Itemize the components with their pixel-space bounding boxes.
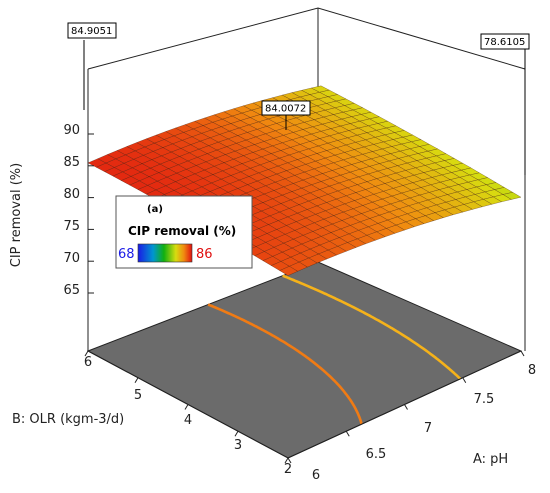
contour-line bbox=[207, 303, 363, 425]
legend: (a) CIP removal (%) 68 86 bbox=[115, 195, 253, 269]
callout-box bbox=[261, 100, 311, 116]
callout-center: 84.0072 bbox=[261, 100, 311, 130]
x-tick-label: 7 bbox=[424, 421, 432, 436]
z-tick-label: 90 bbox=[63, 123, 80, 138]
contour-line bbox=[282, 274, 462, 380]
z-axis-title: CIP removal (%) bbox=[9, 163, 24, 267]
z-tick-labels: 65 70 75 80 85 90 bbox=[63, 123, 80, 298]
y-axis-title: B: OLR (kgm-3/d) bbox=[12, 412, 124, 427]
x-axis-title: A: pH bbox=[473, 452, 508, 467]
callout-value: 84.9051 bbox=[71, 26, 112, 37]
x-tick-mark bbox=[345, 430, 350, 437]
callout-corner: 78.6105 bbox=[480, 33, 530, 175]
y-tick-label: 3 bbox=[234, 438, 242, 453]
surface-cell bbox=[279, 266, 299, 276]
y-tick-mark bbox=[284, 457, 289, 464]
x-tick-label: 6 bbox=[312, 468, 320, 483]
y-tick-mark bbox=[184, 404, 189, 410]
y-tick-label: 2 bbox=[284, 462, 292, 477]
x-tick-mark bbox=[287, 457, 292, 464]
floor-plane bbox=[86, 261, 523, 459]
callout-value: 78.6105 bbox=[484, 37, 525, 48]
y-tick-labels: 2 3 4 5 6 bbox=[84, 355, 292, 477]
box-edge bbox=[87, 7, 526, 70]
z-tick-label: 80 bbox=[63, 187, 80, 202]
tick-marks bbox=[84, 133, 525, 464]
x-tick-labels: 6 6.5 7 7.5 8 bbox=[312, 363, 536, 483]
y-tick-mark bbox=[134, 377, 139, 384]
x-tick-label: 8 bbox=[528, 363, 536, 378]
y-tick-label: 4 bbox=[184, 413, 192, 428]
z-tick-label: 70 bbox=[63, 251, 80, 266]
x-tick-label: 7.5 bbox=[474, 392, 495, 407]
legend-max-value: 86 bbox=[196, 247, 213, 262]
x-tick-mark bbox=[520, 350, 525, 357]
y-tick-label: 5 bbox=[134, 388, 142, 403]
callout-max: 84.9051 bbox=[67, 22, 117, 110]
legend-title: CIP removal (%) bbox=[128, 224, 236, 238]
x-tick-label: 6.5 bbox=[366, 447, 387, 462]
y-tick-label: 6 bbox=[84, 355, 92, 370]
x-tick-mark bbox=[404, 404, 408, 410]
callout-value: 84.0072 bbox=[265, 104, 306, 115]
callout-box bbox=[480, 33, 530, 50]
x-tick-mark bbox=[462, 377, 467, 384]
z-tick-label: 85 bbox=[63, 155, 80, 170]
callout-box bbox=[67, 22, 117, 39]
floor-layer bbox=[86, 261, 523, 459]
legend-color-bar bbox=[137, 243, 193, 263]
y-tick-mark bbox=[84, 350, 89, 357]
z-tick-label: 65 bbox=[63, 283, 80, 298]
legend-panel-label: (a) bbox=[147, 204, 163, 215]
legend-min-value: 68 bbox=[118, 247, 135, 262]
y-tick-mark bbox=[234, 430, 239, 437]
z-tick-label: 75 bbox=[63, 219, 80, 234]
